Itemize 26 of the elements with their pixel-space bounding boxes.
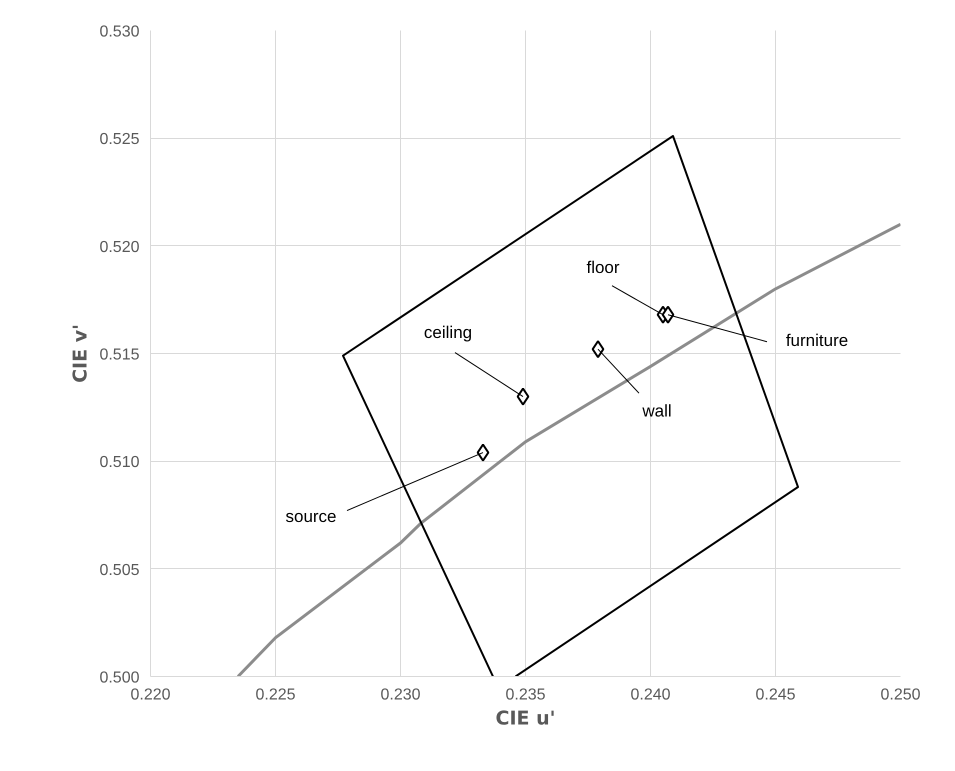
y-tick-label: 0.520 bbox=[99, 238, 140, 256]
y-tick-label: 0.510 bbox=[99, 454, 140, 472]
point bbox=[592, 340, 604, 358]
annotation: wall bbox=[641, 402, 672, 421]
annotation: floor bbox=[586, 258, 620, 278]
x-tick-label: 0.250 bbox=[880, 686, 921, 704]
annotation: furniture bbox=[786, 331, 848, 350]
annotation: ceiling bbox=[424, 323, 472, 342]
x-tick-label: 0.220 bbox=[130, 686, 171, 704]
line-series bbox=[236, 222, 900, 676]
x-axis-title: CIE u' bbox=[496, 708, 556, 730]
x-tick-label: 0.240 bbox=[630, 686, 671, 704]
annotation: source bbox=[285, 507, 337, 526]
x-tick-label: 0.235 bbox=[505, 686, 546, 704]
point bbox=[662, 306, 674, 324]
x-tick-label: 0.245 bbox=[755, 686, 796, 704]
point bbox=[516, 388, 530, 406]
x-tick-label: 0.225 bbox=[255, 686, 296, 704]
y-tick-label: 0.515 bbox=[99, 346, 140, 364]
x-tick-label: 0.230 bbox=[380, 686, 421, 704]
y-tick-label: 0.505 bbox=[99, 562, 140, 579]
y-axis-title: CIE v' bbox=[69, 324, 92, 383]
y-tick-label: 0.525 bbox=[99, 131, 140, 148]
y-tick-label: 0.500 bbox=[99, 670, 140, 686]
point bbox=[476, 444, 490, 462]
y-tick-label: 0.530 bbox=[99, 24, 140, 40]
